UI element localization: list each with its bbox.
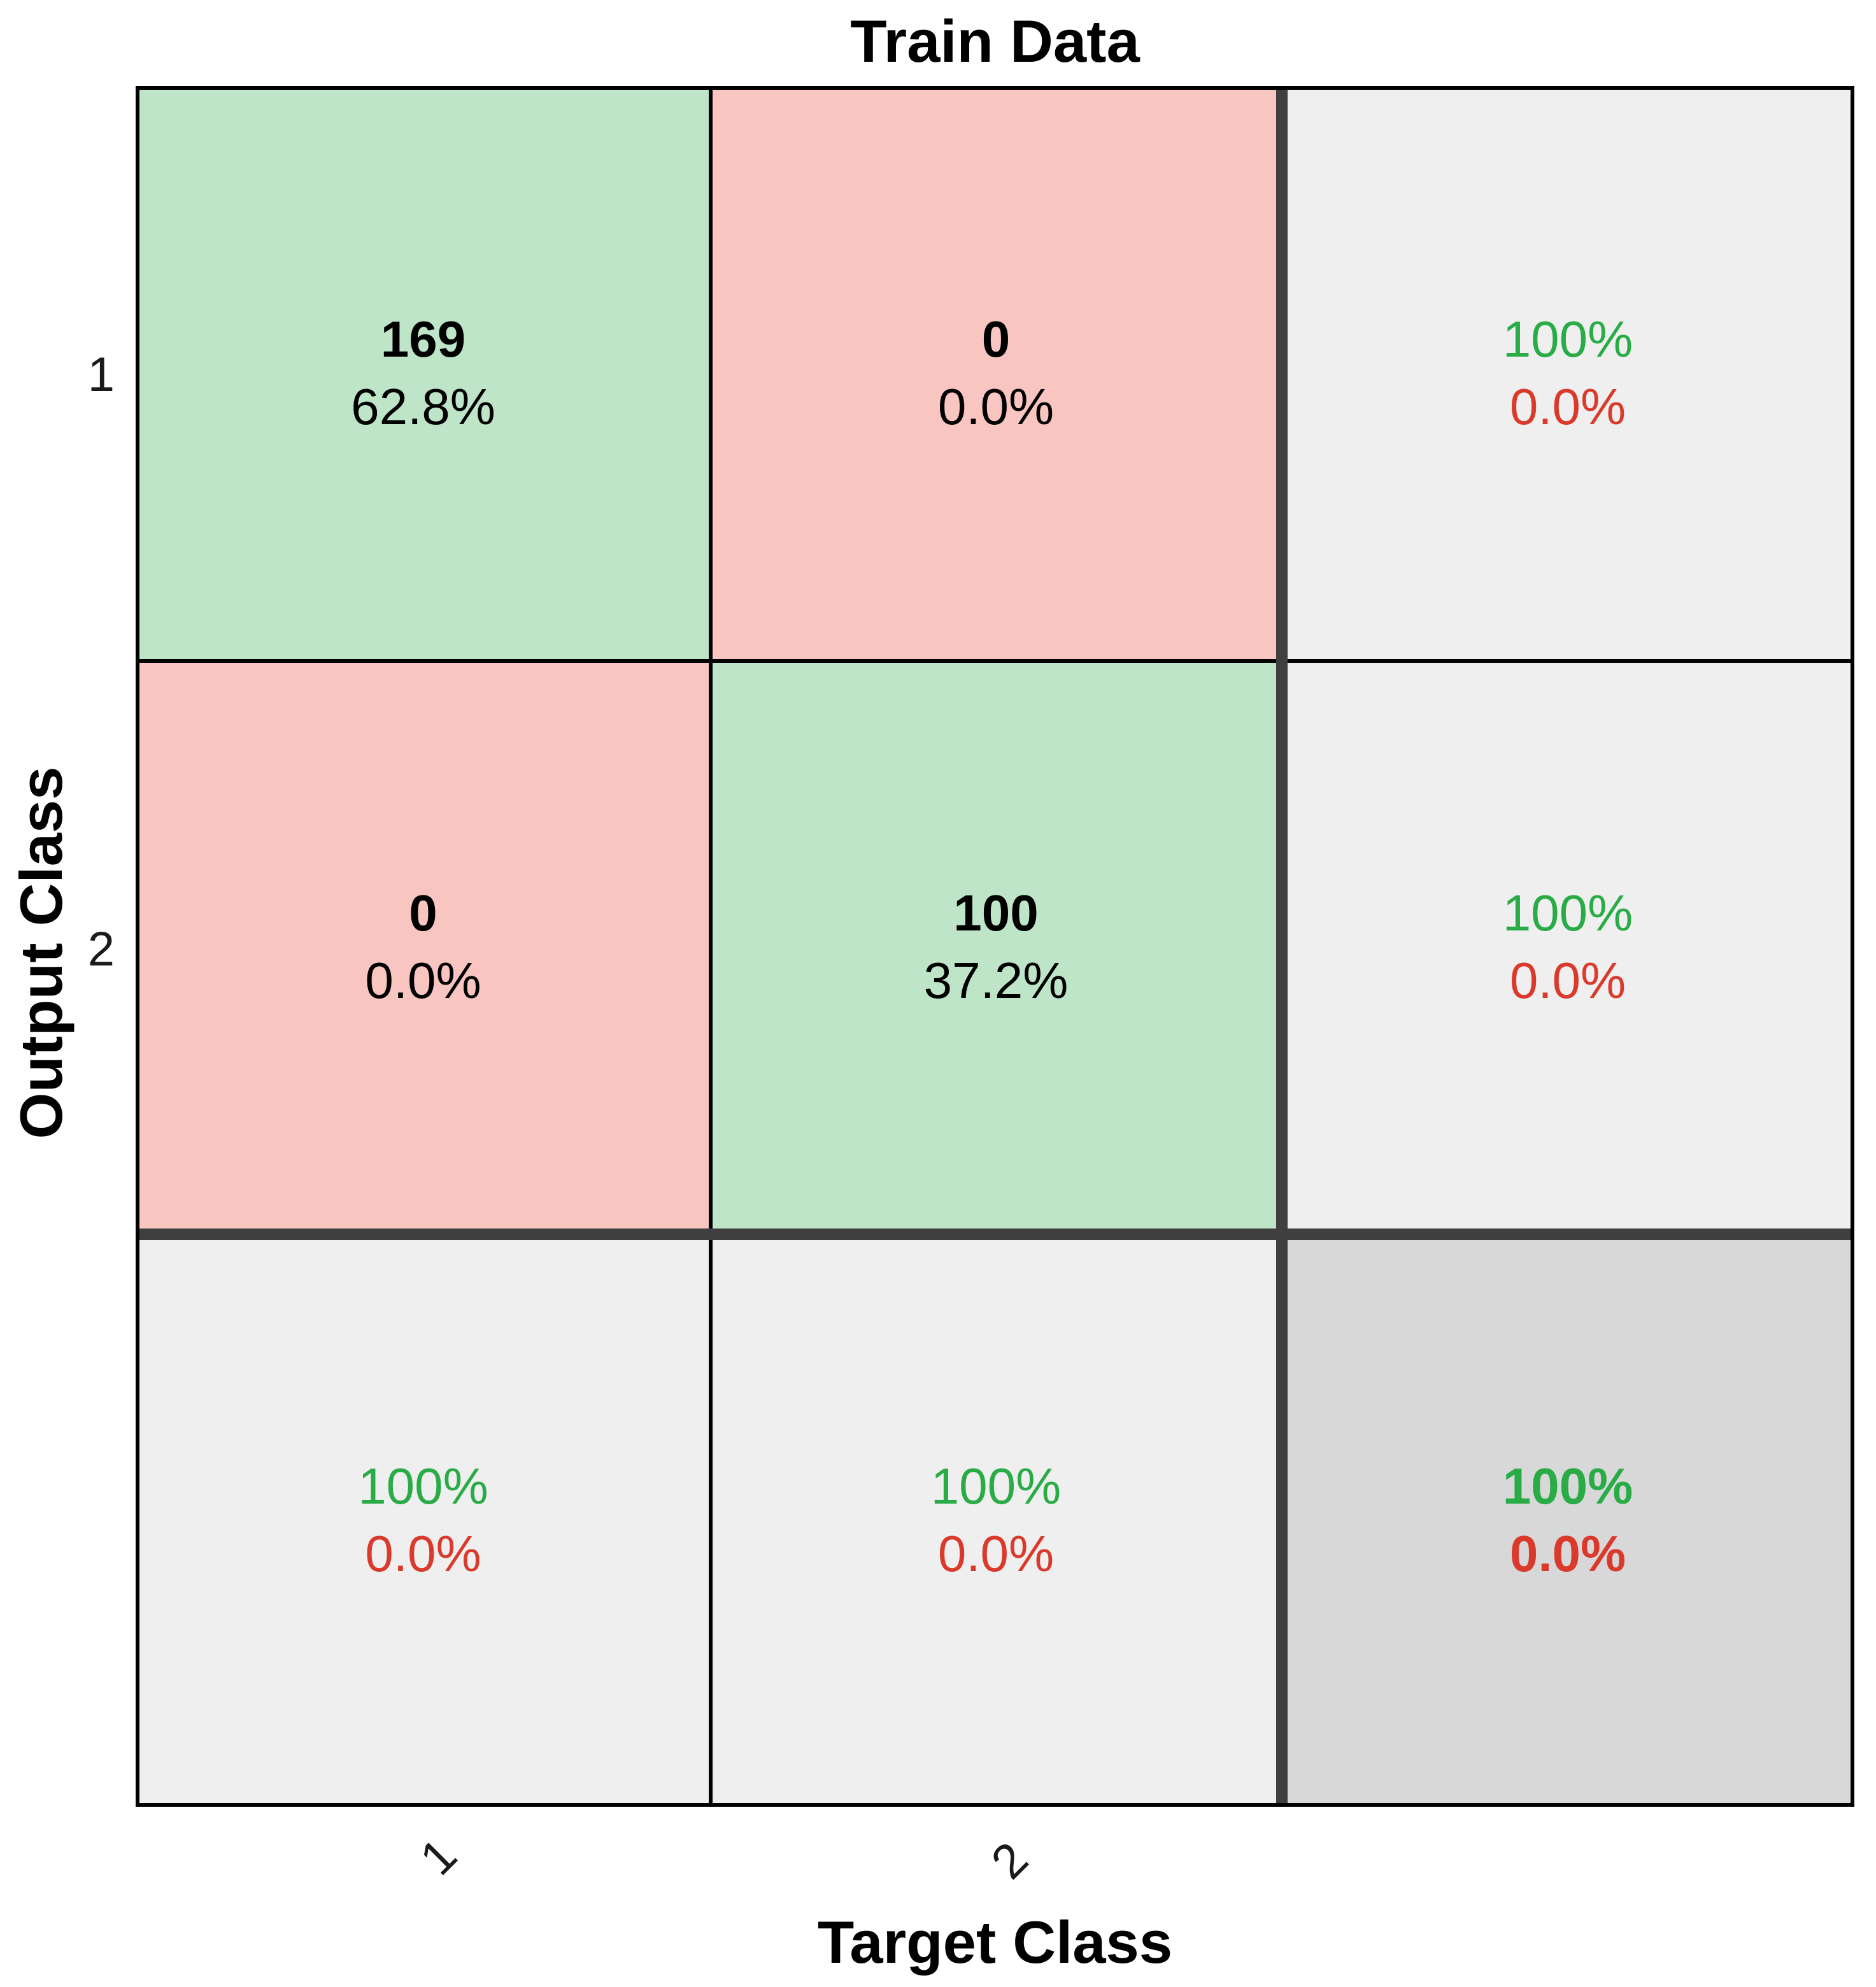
- cell-output1-target1: 169 62.8%: [136, 86, 711, 660]
- summary-positive: 100%: [930, 1458, 1062, 1514]
- cell-percent: 37.2%: [923, 951, 1069, 1009]
- x-tick-1: 1: [409, 1828, 467, 1886]
- cell-output2-target1: 0 0.0%: [136, 660, 711, 1234]
- chart-title: Train Data: [850, 8, 1140, 75]
- summary-positive: 100%: [358, 1458, 488, 1514]
- summary-negative: 0.0%: [1509, 378, 1626, 435]
- x-axis-label: Target Class: [817, 1909, 1173, 1976]
- cell-row2-summary: 100% 0.0%: [1281, 660, 1854, 1234]
- summary-positive: 100%: [1502, 884, 1633, 941]
- summary-negative: 0.0%: [365, 1525, 481, 1582]
- cell-count: 100: [953, 884, 1039, 941]
- divider-horizontal-thin: [136, 659, 1854, 663]
- summary-negative: 0.0%: [1509, 951, 1626, 1009]
- divider-vertical-summary: [1276, 86, 1288, 1807]
- summary-positive: 100%: [1502, 1458, 1633, 1514]
- cell-col2-summary: 100% 0.0%: [711, 1234, 1281, 1807]
- cell-count: 0: [409, 884, 437, 941]
- summary-positive: 100%: [1502, 310, 1633, 367]
- cell-percent: 62.8%: [351, 378, 495, 435]
- x-tick-2: 2: [981, 1832, 1039, 1890]
- cell-col1-summary: 100% 0.0%: [136, 1234, 711, 1807]
- cell-percent: 0.0%: [937, 378, 1055, 435]
- cell-count: 0: [981, 310, 1011, 367]
- cell-output2-target2: 100 37.2%: [711, 660, 1281, 1234]
- cell-output1-target2: 0 0.0%: [711, 86, 1281, 660]
- y-tick-2: 2: [87, 922, 115, 976]
- divider-vertical-thin: [709, 86, 713, 1807]
- summary-negative: 0.0%: [937, 1525, 1055, 1582]
- y-axis-label: Output Class: [8, 766, 75, 1139]
- divider-horizontal-summary: [136, 1229, 1854, 1240]
- cell-row1-summary: 100% 0.0%: [1281, 86, 1854, 660]
- summary-negative: 0.0%: [1509, 1525, 1626, 1582]
- cell-count: 169: [380, 310, 466, 367]
- cell-overall-summary: 100% 0.0%: [1281, 1234, 1854, 1807]
- y-tick-1: 1: [87, 348, 115, 402]
- cell-percent: 0.0%: [365, 951, 481, 1009]
